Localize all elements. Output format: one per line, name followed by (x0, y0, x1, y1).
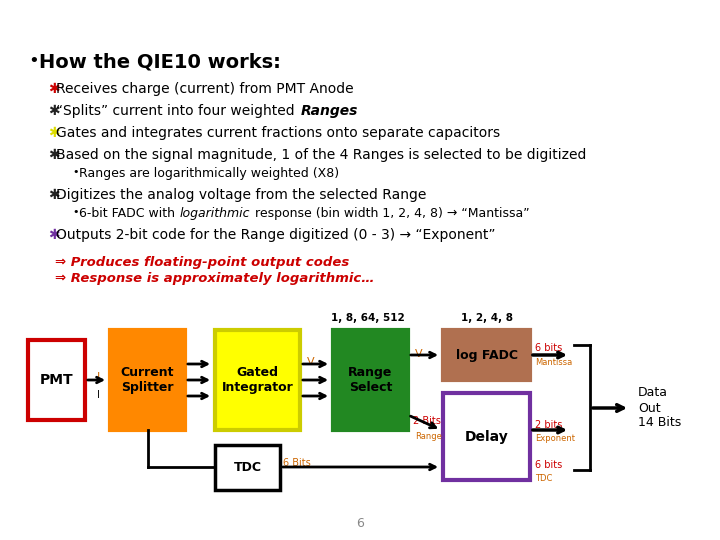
Text: TDC: TDC (233, 461, 261, 474)
Bar (215, 330, 300, 430)
Text: Ranges: Ranges (300, 104, 358, 118)
Bar (28, 340, 85, 420)
Text: Based on the signal magnitude, 1 of the 4 Ranges is selected to be digitized: Based on the signal magnitude, 1 of the … (56, 148, 587, 162)
Text: 1, 8, 64, 512: 1, 8, 64, 512 (331, 313, 405, 323)
Text: PMT: PMT (40, 373, 73, 387)
Text: How the QIE10 works:: How the QIE10 works: (39, 52, 281, 71)
Text: •: • (72, 167, 78, 177)
Text: Ranges are logarithmically weighted (X8): Ranges are logarithmically weighted (X8) (78, 167, 339, 180)
Text: I: I (97, 372, 100, 382)
Text: ✱: ✱ (48, 126, 60, 140)
Text: logarithmic: logarithmic (180, 207, 251, 220)
Text: 1, 2, 4, 8: 1, 2, 4, 8 (461, 313, 513, 323)
Text: Digitizes the analog voltage from the selected Range: Digitizes the analog voltage from the se… (56, 188, 427, 202)
Text: Data
Out
14 Bits: Data Out 14 Bits (638, 387, 681, 429)
Text: 6: 6 (356, 517, 364, 530)
Text: 6 bits: 6 bits (535, 460, 562, 470)
Text: •: • (28, 52, 39, 70)
Bar (443, 393, 530, 480)
Text: “Splits” current into four weighted: “Splits” current into four weighted (56, 104, 300, 118)
Text: 6 bits: 6 bits (535, 343, 562, 353)
Text: ✱: ✱ (48, 188, 60, 202)
Text: response (bin width 1, 2, 4, 8) → “Mantissa”: response (bin width 1, 2, 4, 8) → “Manti… (251, 207, 530, 220)
Text: Range: Range (415, 432, 442, 441)
Text: ⇒ Response is approximately logarithmic…: ⇒ Response is approximately logarithmic… (55, 272, 374, 285)
Text: ✱: ✱ (48, 82, 60, 96)
Text: I: I (97, 390, 100, 400)
Bar (215, 445, 280, 490)
Bar (443, 330, 530, 380)
Text: Current
Splitter: Current Splitter (121, 366, 174, 394)
Text: V: V (307, 357, 315, 367)
Text: ⇒ Produces floating-point output codes: ⇒ Produces floating-point output codes (55, 256, 349, 269)
Bar (110, 330, 185, 430)
Text: V: V (415, 349, 423, 359)
Text: 2 bits: 2 bits (535, 420, 562, 430)
Text: TDC: TDC (535, 474, 552, 483)
Text: 6 Bits: 6 Bits (283, 458, 311, 468)
Text: ✱: ✱ (48, 104, 60, 118)
Text: 2 Bits: 2 Bits (413, 416, 441, 426)
Text: Receives charge (current) from PMT Anode: Receives charge (current) from PMT Anode (56, 82, 354, 96)
Text: Gates and integrates current fractions onto separate capacitors: Gates and integrates current fractions o… (56, 126, 500, 140)
Text: Mantissa: Mantissa (535, 358, 572, 367)
Text: Exponent: Exponent (535, 434, 575, 443)
Text: 6-bit FADC with: 6-bit FADC with (78, 207, 179, 220)
Text: Range
Select: Range Select (348, 366, 392, 394)
Text: Gated
Integrator: Gated Integrator (222, 366, 293, 394)
Text: •: • (72, 207, 78, 217)
Text: log FADC: log FADC (456, 348, 518, 361)
Text: ✱: ✱ (48, 148, 60, 162)
Bar (333, 330, 408, 430)
Text: Delay: Delay (464, 429, 508, 443)
Text: Outputs 2-bit code for the Range digitized (0 - 3) → “Exponent”: Outputs 2-bit code for the Range digitiz… (56, 228, 496, 242)
Text: ✱: ✱ (48, 228, 60, 242)
